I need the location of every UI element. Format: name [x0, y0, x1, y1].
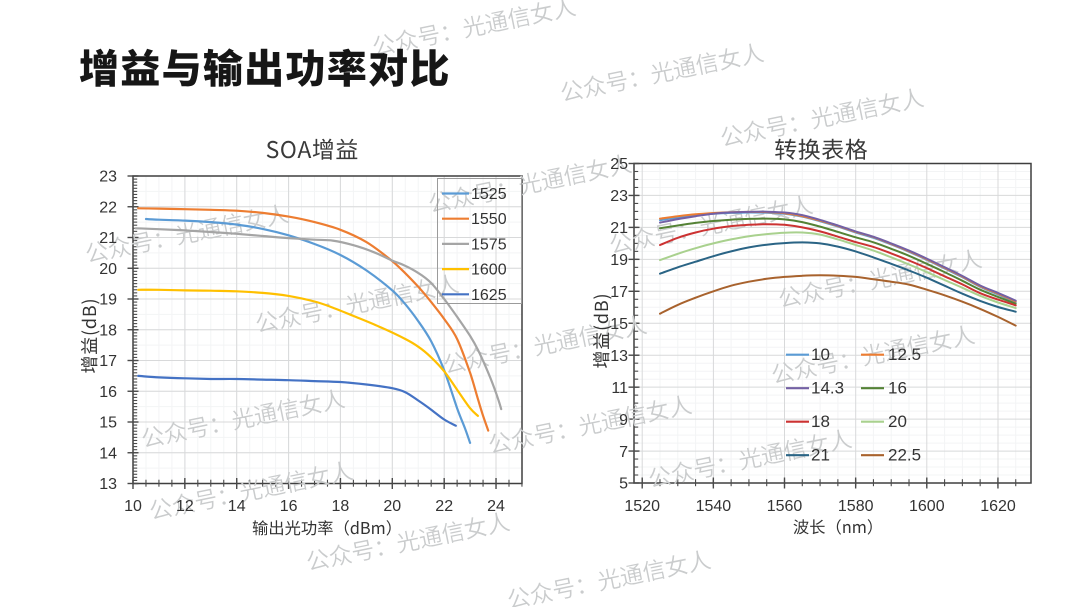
svg-text:15: 15: [99, 415, 117, 432]
svg-text:1550: 1550: [471, 211, 507, 228]
svg-text:21: 21: [99, 230, 117, 247]
svg-text:1625: 1625: [471, 287, 507, 304]
svg-text:25: 25: [610, 156, 628, 173]
svg-text:7: 7: [619, 444, 628, 461]
svg-text:20: 20: [888, 412, 907, 431]
svg-text:17: 17: [99, 353, 117, 370]
svg-text:14: 14: [228, 498, 246, 515]
svg-text:17: 17: [610, 284, 628, 301]
svg-text:1580: 1580: [838, 498, 874, 515]
svg-text:24: 24: [487, 498, 505, 515]
svg-text:9: 9: [619, 412, 628, 429]
svg-text:16: 16: [280, 498, 298, 515]
svg-text:10: 10: [811, 345, 830, 364]
svg-text:1560: 1560: [767, 498, 803, 515]
svg-text:19: 19: [610, 252, 628, 269]
svg-text:18: 18: [332, 498, 350, 515]
svg-text:12.5: 12.5: [888, 345, 921, 364]
svg-text:22.5: 22.5: [888, 446, 921, 465]
svg-text:22: 22: [99, 199, 117, 216]
svg-text:23: 23: [610, 188, 628, 205]
svg-text:21: 21: [811, 446, 830, 465]
svg-text:23: 23: [99, 169, 117, 186]
svg-text:20: 20: [99, 261, 117, 278]
svg-text:21: 21: [610, 220, 628, 237]
svg-text:13: 13: [99, 476, 117, 493]
svg-text:19: 19: [99, 292, 117, 309]
svg-text:1600: 1600: [471, 262, 507, 279]
svg-text:22: 22: [435, 498, 453, 515]
svg-text:13: 13: [610, 348, 628, 365]
svg-text:1520: 1520: [624, 498, 660, 515]
svg-text:1620: 1620: [980, 498, 1016, 515]
svg-text:18: 18: [811, 412, 830, 431]
svg-text:1600: 1600: [909, 498, 945, 515]
svg-text:14: 14: [99, 445, 117, 462]
svg-text:10: 10: [124, 498, 142, 515]
svg-text:12: 12: [176, 498, 194, 515]
svg-text:20: 20: [383, 498, 401, 515]
svg-text:16: 16: [99, 384, 117, 401]
svg-text:11: 11: [611, 380, 628, 397]
svg-text:15: 15: [610, 316, 628, 333]
svg-text:18: 18: [99, 322, 117, 339]
svg-text:1525: 1525: [471, 186, 507, 203]
svg-text:14.3: 14.3: [811, 379, 844, 398]
svg-text:1540: 1540: [696, 498, 732, 515]
svg-text:16: 16: [888, 379, 907, 398]
svg-text:5: 5: [619, 476, 628, 493]
svg-text:1575: 1575: [471, 236, 507, 253]
